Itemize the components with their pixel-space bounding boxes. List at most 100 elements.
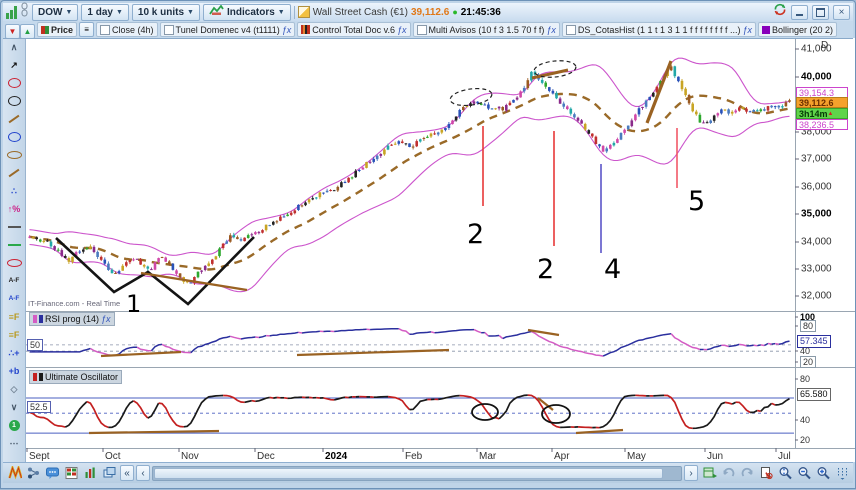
month-label: 2024 xyxy=(325,451,348,462)
month-label: Mar xyxy=(479,451,497,462)
indicator-item[interactable]: DS_CotasHist (1 1 t 1 3 1 1 f f f f f f … xyxy=(561,22,756,37)
redo-icon[interactable] xyxy=(738,465,756,481)
indicator-item[interactable]: Bollinger (20 2) xyxy=(758,22,838,37)
bar-spacing-icon[interactable] xyxy=(833,465,851,481)
line-tool-brown[interactable] xyxy=(4,164,24,182)
scroll-down-icon[interactable]: ∨ xyxy=(10,401,18,412)
price-series-chip[interactable]: Price xyxy=(37,22,78,37)
price-series-icon xyxy=(41,25,49,34)
month-label: Jul xyxy=(778,451,791,462)
uo-axis-label: 40 xyxy=(800,415,811,425)
scroll-next-button[interactable]: › xyxy=(684,465,698,481)
price-axis-label: 33,000 xyxy=(801,263,832,275)
uo-panel-label[interactable]: Ultimate Oscillator xyxy=(29,370,123,384)
quotes-icon[interactable] xyxy=(81,465,99,481)
scroll-up-icon[interactable]: ∧ xyxy=(10,41,18,52)
rsi-axis-label: 80 xyxy=(800,320,817,332)
minimize-button[interactable] xyxy=(791,4,808,20)
scrollbar-thumb[interactable] xyxy=(154,467,663,479)
panel-divider[interactable] xyxy=(25,367,855,368)
itf-logo-icon[interactable] xyxy=(5,465,23,481)
axis-divider xyxy=(25,448,855,449)
text-af-tool-blue[interactable]: A-F xyxy=(8,294,20,302)
sell-button[interactable]: ▼ xyxy=(5,23,20,38)
refresh-icon[interactable] xyxy=(773,3,787,21)
numbered-points-tool[interactable]: ∴+ xyxy=(8,347,20,358)
zoom-custom-icon[interactable] xyxy=(776,465,794,481)
price-axis-label: 34,000 xyxy=(801,236,832,248)
zoom-in-icon[interactable] xyxy=(814,465,832,481)
scroll-first-button[interactable]: « xyxy=(120,465,134,481)
trendline-tool[interactable]: ↗ xyxy=(10,59,18,70)
striped-icon xyxy=(301,25,311,34)
last-price-tag: 39,112.6 xyxy=(796,97,848,108)
levels-f-tool[interactable]: ≡F xyxy=(8,311,20,322)
undo-icon[interactable] xyxy=(719,465,737,481)
chat-icon[interactable] xyxy=(43,465,61,481)
abc-points-tool[interactable]: +b xyxy=(8,365,20,376)
levels-f-tool-2[interactable]: ≡F xyxy=(8,329,20,340)
annotation-number-1[interactable]: 1 xyxy=(126,290,142,318)
ellipse-tool-red[interactable] xyxy=(4,74,24,92)
more-tools-icon[interactable]: ⋯ xyxy=(9,437,19,448)
hline-tool-dark[interactable] xyxy=(4,218,24,236)
close-button[interactable]: × xyxy=(833,4,850,20)
scroll-prev-button[interactable]: ‹ xyxy=(136,465,150,481)
symbol-select[interactable]: DOW ▼ xyxy=(32,3,79,21)
report-icon[interactable] xyxy=(62,465,80,481)
checkbox[interactable] xyxy=(565,24,576,35)
month-label: Jun xyxy=(707,451,724,462)
timeframe-select[interactable]: 1 day ▼ xyxy=(81,3,129,21)
indicators-button[interactable]: Indicators ▼ xyxy=(202,3,291,21)
indicator-item[interactable]: Close (4h) xyxy=(96,22,158,37)
oval-tool-red[interactable] xyxy=(4,254,24,272)
rsi-axis-label: 40 xyxy=(800,346,811,356)
indicator-item[interactable]: Tunel Domenec v4 (t1111) ƒx xyxy=(159,22,296,37)
panel-divider[interactable] xyxy=(25,311,855,312)
price-axis-label: 36,000 xyxy=(801,181,832,193)
buy-button[interactable]: ▲ xyxy=(20,23,35,38)
link-icon[interactable] xyxy=(20,2,29,22)
text-af-tool-black[interactable]: A-F xyxy=(8,276,20,284)
annotation-number-2[interactable]: 2 xyxy=(537,254,555,285)
horizontal-scrollbar[interactable] xyxy=(152,465,682,481)
indicator-bar: ▼ ▲ Price ≡ Close (4h) Tunel Domenec v4 (t… xyxy=(3,21,853,39)
segment-tool-brown[interactable] xyxy=(4,110,24,128)
eraser-tool[interactable]: ◇ xyxy=(10,383,18,394)
annotation-number-2[interactable]: 2 xyxy=(467,219,485,250)
units-select[interactable]: 10 k units ▼ xyxy=(131,3,200,21)
share-icon[interactable] xyxy=(24,465,42,481)
ellipse-tool-blue[interactable] xyxy=(4,128,24,146)
rsi-panel-label[interactable]: RSI prog (14) ƒx xyxy=(29,312,115,326)
indicator-label: Control Total Doc v.6 xyxy=(312,24,395,35)
period-letter[interactable]: D xyxy=(821,40,829,51)
list-settings-button[interactable]: ≡ xyxy=(79,22,95,37)
rsi-color-swatch xyxy=(39,315,43,323)
checkbox[interactable] xyxy=(416,24,427,35)
month-label: Apr xyxy=(554,451,570,462)
export-icon[interactable] xyxy=(757,465,775,481)
indicator-item[interactable]: Multi Avisos (10 f 3 1.5 70 f f) ƒx xyxy=(412,22,560,37)
oval-tool-brown[interactable] xyxy=(4,146,24,164)
percent-move-tool[interactable]: ↑% xyxy=(7,203,21,214)
uo-level-tag: 52.5 xyxy=(27,401,51,413)
uo-axis-label: 80 xyxy=(800,374,811,384)
watermark: IT-Finance.com - Real Time xyxy=(28,299,121,308)
manage-objects-icon[interactable]: 1 xyxy=(4,416,24,434)
checkbox[interactable] xyxy=(163,24,174,35)
month-label: Dec xyxy=(257,451,275,462)
indicator-item[interactable]: Control Total Doc v.6 ƒx xyxy=(297,22,411,37)
hline-tool-green[interactable] xyxy=(4,236,24,254)
multipoint-tool[interactable]: ∴ xyxy=(11,185,17,196)
windows-icon[interactable] xyxy=(100,465,118,481)
annotation-number-5[interactable]: 5 xyxy=(688,186,706,217)
annotation-number-4[interactable]: 4 xyxy=(604,254,622,285)
price-history-icon[interactable] xyxy=(6,5,17,19)
month-label: Feb xyxy=(405,451,423,462)
zoom-out-icon[interactable] xyxy=(795,465,813,481)
checkbox[interactable] xyxy=(100,24,111,35)
sessions-icon[interactable] xyxy=(700,465,718,481)
restore-button[interactable] xyxy=(812,4,829,20)
ellipse-tool-black[interactable] xyxy=(4,92,24,110)
